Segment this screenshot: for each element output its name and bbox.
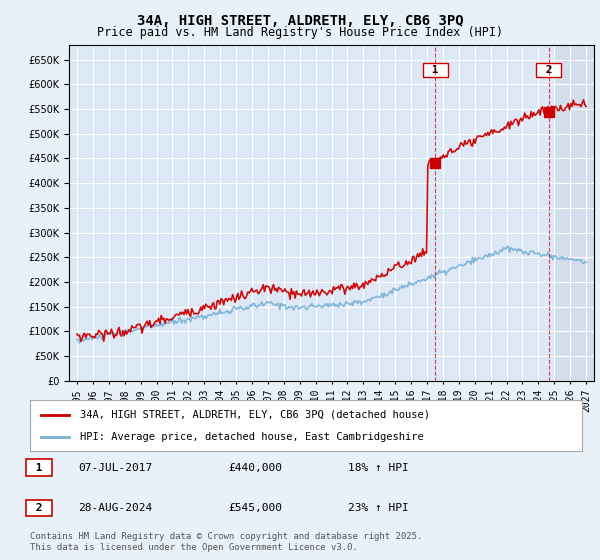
Text: £440,000: £440,000	[228, 463, 282, 473]
Text: 34A, HIGH STREET, ALDRETH, ELY, CB6 3PQ: 34A, HIGH STREET, ALDRETH, ELY, CB6 3PQ	[137, 14, 463, 28]
Text: 2: 2	[539, 65, 559, 75]
Text: 28-AUG-2024: 28-AUG-2024	[78, 503, 152, 513]
Text: 34A, HIGH STREET, ALDRETH, ELY, CB6 3PQ (detached house): 34A, HIGH STREET, ALDRETH, ELY, CB6 3PQ …	[80, 409, 430, 419]
Text: Price paid vs. HM Land Registry's House Price Index (HPI): Price paid vs. HM Land Registry's House …	[97, 26, 503, 39]
Text: 18% ↑ HPI: 18% ↑ HPI	[348, 463, 409, 473]
Bar	[554, 45, 594, 381]
Text: 07-JUL-2017: 07-JUL-2017	[78, 463, 152, 473]
Text: 23% ↑ HPI: 23% ↑ HPI	[348, 503, 409, 513]
Text: Contains HM Land Registry data © Crown copyright and database right 2025.
This d: Contains HM Land Registry data © Crown c…	[30, 532, 422, 552]
Text: HPI: Average price, detached house, East Cambridgeshire: HPI: Average price, detached house, East…	[80, 432, 424, 442]
Text: 1: 1	[425, 65, 445, 75]
Text: 2: 2	[29, 503, 49, 513]
Text: 1: 1	[29, 463, 49, 473]
Text: £545,000: £545,000	[228, 503, 282, 513]
